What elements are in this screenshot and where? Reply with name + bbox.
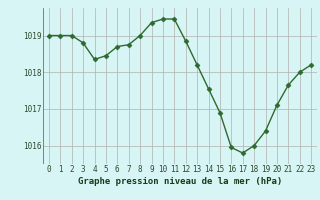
X-axis label: Graphe pression niveau de la mer (hPa): Graphe pression niveau de la mer (hPa) xyxy=(78,177,282,186)
